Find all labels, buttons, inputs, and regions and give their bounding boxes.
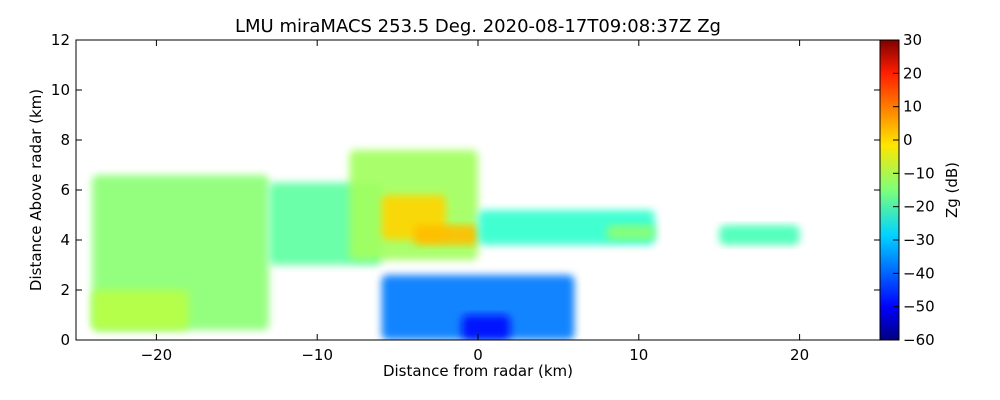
- colorbar-tick-label: −40: [903, 264, 935, 282]
- y-axis: 0 2 4 6 8 10 12: [51, 31, 880, 349]
- y-tick-label: 6: [60, 181, 70, 199]
- echo-region: [719, 225, 800, 245]
- y-tick-label: 10: [51, 81, 70, 99]
- colorbar-tick-label: 30: [903, 31, 922, 49]
- x-tick-label: 0: [473, 346, 483, 364]
- colorbar-tick-label: −30: [903, 231, 935, 249]
- y-axis-label: Distance Above radar (km): [27, 89, 45, 291]
- echo-region: [381, 275, 575, 340]
- colorbar-tick-label: 0: [903, 131, 913, 149]
- echo-layer: [92, 150, 800, 340]
- x-tick-label: 20: [790, 346, 809, 364]
- colorbar-tick-label: 20: [903, 64, 922, 82]
- echo-region: [461, 315, 511, 340]
- colorbar: [879, 39, 900, 341]
- colorbar-tick-label: −50: [903, 298, 935, 316]
- x-tick-label: −10: [301, 346, 333, 364]
- y-tick-label: 12: [51, 31, 70, 49]
- chart-title: LMU miraMACS 253.5 Deg. 2020-08-17T09:08…: [235, 16, 721, 37]
- y-tick-label: 0: [60, 331, 70, 349]
- x-axis-label: Distance from radar (km): [383, 362, 573, 380]
- colorbar-label: Zg (dB): [943, 162, 961, 218]
- echo-region: [413, 225, 478, 245]
- colorbar-tick-label: −60: [903, 331, 935, 349]
- y-tick-label: 4: [60, 231, 70, 249]
- y-tick-label: 8: [60, 131, 70, 149]
- colorbar-tick-label: −10: [903, 164, 935, 182]
- y-tick-label: 2: [60, 281, 70, 299]
- colorbar-tick-label: 10: [903, 98, 922, 116]
- echo-region: [92, 290, 189, 330]
- x-tick-label: −20: [141, 346, 173, 364]
- echo-region: [606, 225, 655, 240]
- colorbar-tick-label: −20: [903, 198, 935, 216]
- x-tick-label: 10: [629, 346, 648, 364]
- colorbar-axis: 30 20 10 0 −10 −20 −30 −40 −50 −60: [893, 31, 935, 349]
- x-axis: −20 −10 0 10 20: [141, 40, 809, 364]
